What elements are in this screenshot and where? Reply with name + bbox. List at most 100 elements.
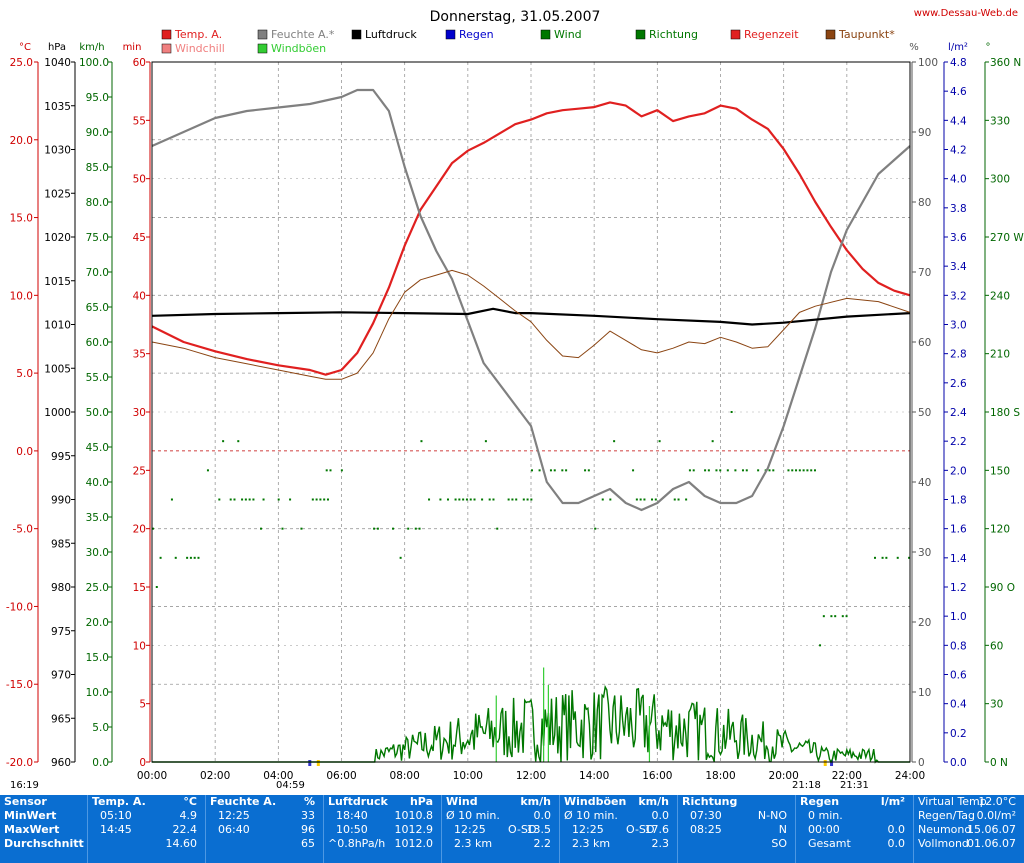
tick-label-rain: 4.0: [950, 174, 967, 186]
direction-dot: [651, 498, 654, 501]
tick-label-dir: 30: [990, 699, 1003, 711]
gust-mean: 2.3: [651, 837, 670, 850]
left-axes: 25.0 20.0 15.0 10.0 5.0 0.0 -5.0 -10.0 -15.0 -20.…: [6, 57, 151, 769]
axis-unit-rain: l/m²: [948, 42, 968, 53]
legend-label: Wind: [554, 28, 582, 41]
sun-marker: [823, 760, 827, 766]
tick-label-pct: 60: [918, 337, 931, 349]
x-tick-label: 08:00: [390, 770, 420, 782]
axis-unit-hpa: hPa: [48, 42, 66, 53]
direction-dot: [685, 498, 688, 501]
direction-dot: [170, 498, 173, 501]
direction-dot: [772, 469, 775, 472]
tick-label-kmh: 20.0: [86, 617, 109, 629]
tick-label-rain: 0.8: [950, 640, 967, 652]
direction-dot: [613, 440, 616, 443]
direction-dot: [420, 440, 423, 443]
legend-swatch: [540, 29, 551, 40]
x-tick-label: 04:00: [263, 770, 293, 782]
series-line: [151, 88, 911, 512]
row-labels: Sensor MinWert MaxWert Durchschnitt: [0, 795, 88, 863]
site-link[interactable]: www.Dessau-Web.de: [914, 8, 1018, 19]
hum-min-time: 12:25: [218, 809, 250, 822]
rain-column: Regen l/m² 0 min. 00:00 0.0 Gesamt 0.0: [796, 795, 914, 863]
temp-max-time: 14:45: [100, 823, 132, 836]
tick-label-rain: 2.6: [950, 378, 967, 390]
direction-dot: [407, 527, 410, 530]
dir-title: Richtung: [682, 795, 738, 808]
direction-dot: [802, 469, 805, 472]
direction-dot: [715, 469, 718, 472]
tick-label-pct: 50: [918, 407, 931, 419]
tick-label-hpa: 990: [51, 495, 71, 507]
direction-dot: [289, 498, 292, 501]
x-tick-label: 20:00: [769, 770, 799, 782]
x-tick-label: 24:00: [895, 770, 925, 782]
tick-label-kmh: 30.0: [86, 547, 109, 559]
rain-duration: 0 min.: [808, 809, 843, 822]
direction-dot: [323, 498, 326, 501]
direction-dot: [218, 498, 221, 501]
direction-dot: [688, 469, 691, 472]
direction-dot: [244, 498, 247, 501]
tick-label-temp: -15.0: [6, 679, 33, 691]
direction-dot: [152, 527, 154, 530]
tick-label-hpa: 985: [51, 538, 71, 550]
direction-dot: [376, 527, 379, 530]
virtual-temp-label: Virtual Temp: [918, 795, 987, 808]
tick-label-rain: 4.2: [950, 145, 967, 157]
x-tick-label: 00:00: [137, 770, 167, 782]
direction-dot: [726, 469, 729, 472]
direction-dot: [252, 498, 255, 501]
tick-label-min: 10: [133, 640, 146, 652]
direction-dot: [458, 498, 461, 501]
sunset-time: 21:18: [792, 780, 821, 791]
chart-title: Donnerstag, 31.05.2007: [430, 9, 601, 25]
tick-label-min: 5: [139, 699, 146, 711]
legend-label: Regen: [459, 28, 494, 41]
tick-label-rain: 4.6: [950, 86, 967, 98]
tick-label-dir: 180 S: [990, 407, 1020, 419]
tick-label-kmh: 40.0: [86, 477, 109, 489]
tick-label-min: 55: [133, 115, 146, 127]
direction-dot: [707, 469, 710, 472]
direction-dot: [446, 498, 449, 501]
row-label-sensor: Sensor: [4, 795, 47, 808]
legend-swatch: [635, 29, 646, 40]
legend-swatch: [257, 29, 268, 40]
tick-label-dir: 0 N: [990, 757, 1008, 769]
tick-label-hpa: 1025: [44, 188, 71, 200]
direction-dot: [553, 469, 556, 472]
tick-label-pct: 40: [918, 477, 931, 489]
tick-label-pct: 100: [918, 57, 938, 69]
wind-mean: 2.2: [533, 837, 552, 850]
direction-dot: [454, 498, 457, 501]
tick-label-kmh: 0.0: [92, 757, 109, 769]
row-label-max: MaxWert: [4, 823, 60, 836]
direction-dot: [531, 469, 533, 472]
press-column: Luftdruck hPa 18:40 1010.8 10:50 1012.9 ^0.…: [324, 795, 442, 863]
tick-label-kmh: 95.0: [86, 92, 109, 104]
direction-dot: [896, 556, 899, 559]
direction-dot: [813, 469, 816, 472]
tick-label-dir: 60: [990, 640, 1003, 652]
direction-dot: [206, 469, 209, 472]
tick-label-hpa: 1000: [44, 407, 71, 419]
direction-dot: [658, 440, 661, 443]
x-tick-label: 14:00: [579, 770, 609, 782]
direction-dot: [481, 498, 484, 501]
gust-avg-label: Ø 10 min.: [564, 809, 618, 822]
direction-dot: [601, 498, 604, 501]
direction-dot: [908, 556, 911, 559]
press-unit: hPa: [409, 795, 433, 808]
tick-label-rain: 2.8: [950, 349, 967, 361]
direction-dot: [734, 469, 737, 472]
direction-dot: [530, 498, 533, 501]
tick-label-hpa: 1020: [44, 232, 71, 244]
legend-swatch: [161, 43, 172, 54]
x-tick-label: 22:00: [832, 770, 862, 782]
tick-label-hpa: 1005: [44, 363, 71, 375]
axis-units: °C hPa km/h min% l/m² °: [19, 42, 990, 53]
rain-day: 0.0l/m²: [976, 809, 1016, 822]
hum-max: 96: [301, 823, 315, 836]
